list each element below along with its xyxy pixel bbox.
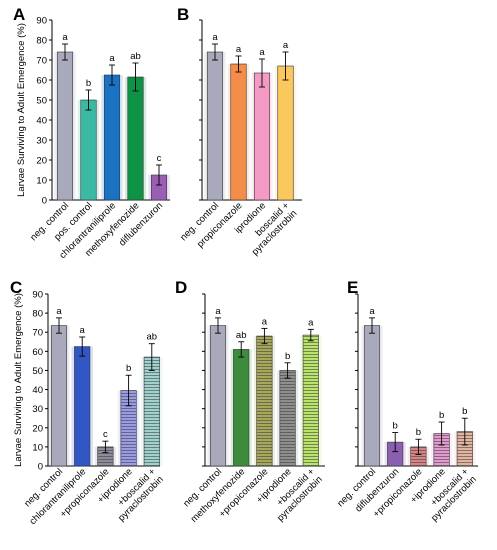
bar xyxy=(80,99,97,201)
panel-letter: B xyxy=(177,5,189,24)
significance-letter: a xyxy=(109,53,115,64)
significance-letter: a xyxy=(80,325,86,336)
y-tick-label: 40 xyxy=(36,116,47,127)
significance-letter: a xyxy=(308,317,314,328)
panel-letter: C xyxy=(10,278,22,297)
y-tick-label: 40 xyxy=(32,385,43,396)
y-tick-label: 80 xyxy=(32,309,43,320)
significance-letter: a xyxy=(262,316,268,327)
bar xyxy=(230,63,247,201)
y-tick-label: 50 xyxy=(32,366,43,377)
significance-letter: b xyxy=(416,427,421,438)
bar xyxy=(103,74,121,201)
y-axis-label: Larvae Surviving to Adult Emergence (%) xyxy=(13,293,24,467)
bar xyxy=(50,325,68,467)
significance-letter: a xyxy=(215,306,221,317)
significance-letter: a xyxy=(369,306,375,317)
panel-letter: E xyxy=(347,278,358,297)
significance-letter: c xyxy=(103,429,108,440)
significance-letter: b xyxy=(285,351,290,362)
y-tick-label: 0 xyxy=(38,462,43,473)
significance-letter: c xyxy=(157,153,162,164)
y-tick-label: 10 xyxy=(36,176,47,187)
y-tick-label: 60 xyxy=(32,347,43,358)
bar xyxy=(56,51,74,201)
y-tick-label: 90 xyxy=(36,16,47,27)
bar xyxy=(256,335,273,467)
y-tick-label: 20 xyxy=(36,156,47,167)
panel-a: A 0 10 20 30 40 50 60 70 80 90 Larvae Surviving to … xyxy=(13,5,170,261)
significance-letter: a xyxy=(56,306,62,317)
significance-letter: a xyxy=(62,32,68,43)
significance-letter: b xyxy=(86,78,91,89)
significance-letter: a xyxy=(283,40,289,51)
significance-letter: ab xyxy=(130,51,141,62)
bar xyxy=(209,325,227,467)
panel-c: C 0 10 20 30 40 50 60 70 80 90 Larvae Surviving to … xyxy=(10,278,166,527)
y-axis-label: Larvae Surviving to Adult Emergence (%) xyxy=(16,23,27,197)
x-tick-label: +boscalid +pyraclostrobin xyxy=(108,466,166,524)
y-tick-label: 60 xyxy=(36,76,47,87)
significance-letter: b xyxy=(462,406,467,417)
y-tick-label: 90 xyxy=(32,290,43,301)
y-tick-label: 70 xyxy=(36,56,47,67)
bar xyxy=(277,65,294,201)
panel-letter: A xyxy=(13,5,25,24)
bar xyxy=(279,370,296,467)
panel-letter: D xyxy=(175,278,187,297)
bar xyxy=(363,325,381,467)
bar xyxy=(302,334,319,467)
bar xyxy=(127,76,144,201)
x-tick-label: +boscalid +pyraclostrobin xyxy=(421,466,479,524)
significance-letter: b xyxy=(126,363,131,374)
significance-letter: a xyxy=(259,47,265,58)
significance-letter: a xyxy=(236,44,242,55)
significance-letter: ab xyxy=(236,330,247,341)
y-tick-label: 20 xyxy=(32,423,43,434)
significance-letter: a xyxy=(212,32,218,43)
bar xyxy=(253,72,271,201)
x-tick-label: +boscalid +pyraclostrobin xyxy=(267,466,325,524)
significance-letter: b xyxy=(393,421,398,432)
y-tick-label: 30 xyxy=(36,136,47,147)
bar xyxy=(74,346,91,467)
y-tick-label: 10 xyxy=(32,442,43,453)
y-tick-label: 70 xyxy=(32,328,43,339)
bar xyxy=(233,349,250,467)
y-tick-label: 80 xyxy=(36,36,47,47)
significance-letter: b xyxy=(439,410,444,421)
bar xyxy=(143,356,160,467)
y-tick-label: 30 xyxy=(32,404,43,415)
significance-letter: ab xyxy=(147,332,158,343)
y-tick-label: 0 xyxy=(42,196,47,207)
bar xyxy=(206,51,224,201)
y-tick-label: 50 xyxy=(36,96,47,107)
